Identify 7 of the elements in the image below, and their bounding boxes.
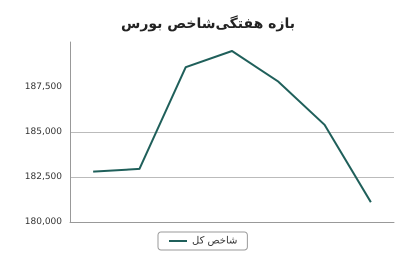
y-tick-label: 187,500	[24, 82, 62, 92]
y-tick-label: 185,000	[24, 127, 62, 137]
y-tick-label: 182,500	[24, 172, 62, 182]
line-series	[92, 50, 372, 204]
y-tick-label: 180,000	[24, 217, 62, 227]
legend-label: شاخص کل	[192, 236, 238, 246]
chart-title: بازه هفتگی‌شاخص بورس	[120, 15, 296, 32]
